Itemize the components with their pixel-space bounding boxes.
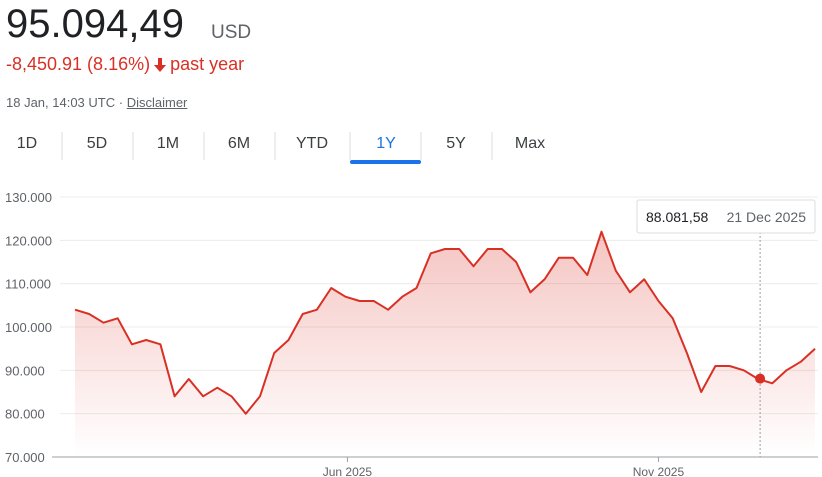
- y-tick-label: 130.000: [5, 190, 52, 205]
- y-tick-label: 110.000: [5, 277, 51, 292]
- range-tab[interactable]: Max: [514, 135, 546, 152]
- tooltip-date: 21 Dec 2025: [727, 209, 807, 225]
- range-tab[interactable]: 1Y: [376, 135, 396, 152]
- range-tab[interactable]: 5D: [86, 135, 108, 152]
- timestamp-row: 18 Jan, 14:03 UTC · Disclaimer: [6, 95, 187, 110]
- range-tab[interactable]: 5Y: [446, 135, 466, 152]
- price: 95.094,49: [6, 2, 184, 46]
- range-tab[interactable]: YTD: [296, 135, 328, 152]
- currency: USD: [211, 22, 252, 43]
- tooltip-value: 88.081,58: [646, 209, 708, 225]
- y-tick-label: 70.000: [5, 450, 45, 465]
- y-tick-label: 100.000: [5, 320, 52, 335]
- x-tick-label: Jun 2025: [323, 465, 373, 477]
- range-tab[interactable]: 1D: [16, 135, 38, 152]
- change-value: -8,450.91 (8.16%): [6, 54, 151, 74]
- change: -8,450.91 (8.16%) past year: [6, 54, 244, 75]
- disclaimer-link[interactable]: Disclaimer: [126, 95, 188, 110]
- y-tick-label: 80.000: [5, 407, 45, 422]
- tooltip-box: [636, 199, 816, 234]
- timestamp: 18 Jan, 14:03 UTC: [6, 95, 116, 110]
- down-arrow: [154, 57, 167, 72]
- period: past year: [170, 54, 245, 74]
- area: [75, 231, 815, 457]
- y-tick-label: 90.000: [5, 363, 45, 378]
- hover-dot: [755, 373, 766, 384]
- range-tab[interactable]: 1M: [156, 135, 180, 152]
- range-tab[interactable]: 6M: [227, 135, 251, 152]
- y-tick-label: 120.000: [5, 233, 52, 248]
- x-tick-label: Nov 2025: [633, 465, 685, 477]
- separator: ·: [118, 95, 124, 110]
- price-line: [74, 230, 816, 415]
- tab-underline: [350, 160, 421, 164]
